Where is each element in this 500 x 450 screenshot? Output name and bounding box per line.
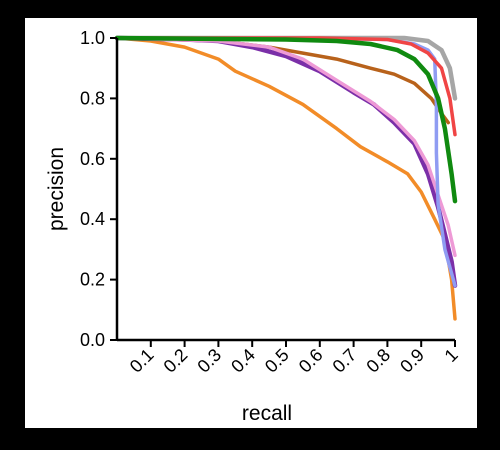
curves-layer: [114, 35, 458, 321]
pr-curve-6: [114, 35, 458, 101]
x-tick-label: 0.6: [295, 345, 327, 377]
y-axis-title: precision: [45, 147, 68, 231]
pr-curve-1: [115, 36, 457, 321]
pr-curve-5: [115, 36, 457, 288]
pr-curve-7: [115, 36, 457, 137]
x-tick-label: 0.4: [227, 345, 259, 377]
x-tick-label: 0.9: [396, 345, 428, 377]
x-tick-label: 0.5: [261, 345, 293, 377]
x-tick-label: 1: [441, 345, 462, 366]
precision-recall-chart: 0.00.20.40.60.81.00.1 0.2 0.3 0.4 0.5 0.6 0.7 0…: [45, 28, 462, 425]
pr-curve-8: [114, 35, 458, 204]
x-tick-label: 0.7: [329, 345, 361, 377]
y-tick-label: 0.2: [80, 270, 105, 290]
pr-curve-3: [114, 35, 458, 288]
pr-curve-4: [115, 36, 457, 258]
x-tick-label: 0.1: [126, 345, 158, 377]
x-tick-label: 0.2: [160, 345, 192, 377]
chart-panel: 0.0 0.2 0.4 0.6 0.8 1.0 0.1 0.2 0.3 0.4 0.5 0.6 0.7 0…: [25, 18, 477, 428]
y-tick-label: 0.8: [80, 88, 105, 108]
axes-layer: [115, 38, 455, 342]
x-axis-title: recall: [242, 402, 292, 425]
x-tick-label: 0.3: [193, 345, 225, 377]
x-tick-label: 0.8: [362, 345, 394, 377]
y-tick-label: 0.6: [80, 149, 105, 169]
y-tick-label: 0.4: [80, 209, 105, 229]
y-tick-label: 0.0: [80, 330, 105, 350]
y-tick-label: 1.0: [80, 28, 105, 48]
